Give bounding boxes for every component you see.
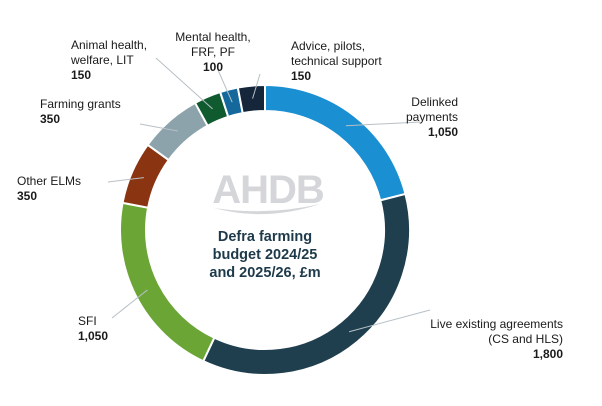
label-delinked-payments-line-1: Delinked <box>411 95 458 109</box>
leader-delinked-payments <box>345 121 421 127</box>
leader-other-elms <box>107 177 144 183</box>
leader-farming-grants <box>139 123 178 132</box>
slice-farming-grants <box>146 101 210 162</box>
label-live-existing-agreements-cs-and-hls-line-2: (CS and HLS) <box>488 332 563 346</box>
label-animal-health-welfare-lit-line-1: Animal health, <box>71 38 147 52</box>
value-advice-pilots-technical-support: 150 <box>291 69 311 83</box>
value-delinked-payments: 1,050 <box>428 125 458 139</box>
label-advice-pilots-technical-support-line-1: Advice, pilots, <box>291 39 365 53</box>
value-animal-health-welfare-lit: 150 <box>71 68 91 82</box>
label-live-existing-agreements-cs-and-hls-line-1: Live existing agreements <box>430 317 563 331</box>
leader-mental-health-frf-pf <box>217 69 233 103</box>
slice-live-existing-agreements-cs-and-hls <box>201 192 411 376</box>
center-title-line-1: Defra farming <box>218 229 312 245</box>
center-title-line-3: and 2025/26, £m <box>209 265 320 281</box>
label-other-elms-line-1: Other ELMs <box>17 174 81 188</box>
label-sfi-line-1: SFI <box>78 314 97 328</box>
leader-animal-health-welfare-lit <box>155 57 213 110</box>
leader-advice-pilots-technical-support <box>252 73 261 99</box>
leader-lines <box>107 57 431 333</box>
leader-live-existing-agreements-cs-and-hls <box>349 309 431 333</box>
center-title-line-2: budget 2024/25 <box>213 247 318 263</box>
label-advice-pilots-technical-support-line-2: technical support <box>291 54 382 68</box>
value-sfi: 1,050 <box>78 329 108 343</box>
ahdb-logo-swoosh <box>214 204 320 215</box>
value-farming-grants: 350 <box>40 112 60 126</box>
label-delinked-payments-line-2: payments <box>406 110 458 124</box>
value-other-elms: 350 <box>17 189 37 203</box>
slice-sfi <box>119 201 216 363</box>
leader-sfi <box>111 289 148 319</box>
ahdb-logo-text: AHDB <box>212 168 324 212</box>
slice-advice-pilots-technical-support <box>236 83 266 115</box>
ahdb-logo: AHDB <box>212 168 325 215</box>
label-animal-health-welfare-lit-line-2: welfare, LIT <box>70 53 134 67</box>
label-farming-grants-line-1: Farming grants <box>40 97 121 111</box>
value-mental-health-frf-pf: 100 <box>203 60 223 74</box>
value-live-existing-agreements-cs-and-hls: 1,800 <box>533 347 563 361</box>
label-mental-health-frf-pf-line-1: Mental health, <box>175 30 250 44</box>
label-mental-health-frf-pf-line-2: FRF, PF <box>191 45 235 59</box>
